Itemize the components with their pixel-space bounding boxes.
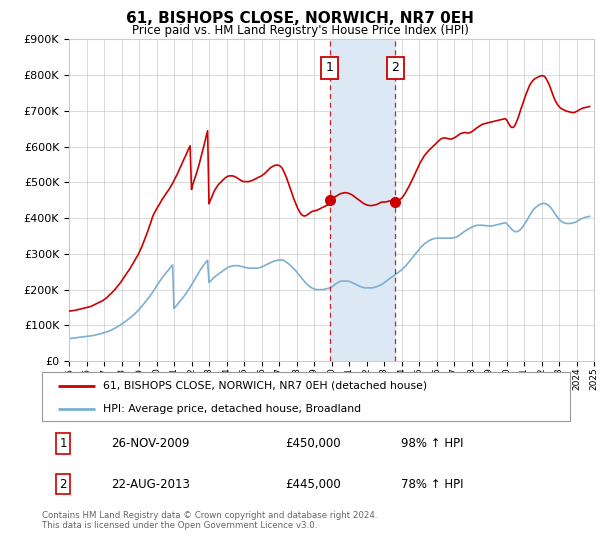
Text: £450,000: £450,000 — [285, 437, 341, 450]
Text: Price paid vs. HM Land Registry's House Price Index (HPI): Price paid vs. HM Land Registry's House … — [131, 24, 469, 36]
Text: 26-NOV-2009: 26-NOV-2009 — [110, 437, 189, 450]
Text: 2: 2 — [59, 478, 67, 491]
Text: 98% ↑ HPI: 98% ↑ HPI — [401, 437, 464, 450]
Text: 61, BISHOPS CLOSE, NORWICH, NR7 0EH (detached house): 61, BISHOPS CLOSE, NORWICH, NR7 0EH (det… — [103, 381, 427, 391]
Text: 1: 1 — [59, 437, 67, 450]
Text: £445,000: £445,000 — [285, 478, 341, 491]
Text: 2: 2 — [391, 62, 400, 74]
Text: 61, BISHOPS CLOSE, NORWICH, NR7 0EH: 61, BISHOPS CLOSE, NORWICH, NR7 0EH — [126, 11, 474, 26]
FancyBboxPatch shape — [42, 372, 570, 421]
Text: 78% ↑ HPI: 78% ↑ HPI — [401, 478, 464, 491]
Bar — [330, 39, 395, 361]
Text: HPI: Average price, detached house, Broadland: HPI: Average price, detached house, Broa… — [103, 404, 361, 414]
Text: Contains HM Land Registry data © Crown copyright and database right 2024.
This d: Contains HM Land Registry data © Crown c… — [42, 511, 377, 530]
Text: 22-AUG-2013: 22-AUG-2013 — [110, 478, 190, 491]
Text: 1: 1 — [326, 62, 334, 74]
